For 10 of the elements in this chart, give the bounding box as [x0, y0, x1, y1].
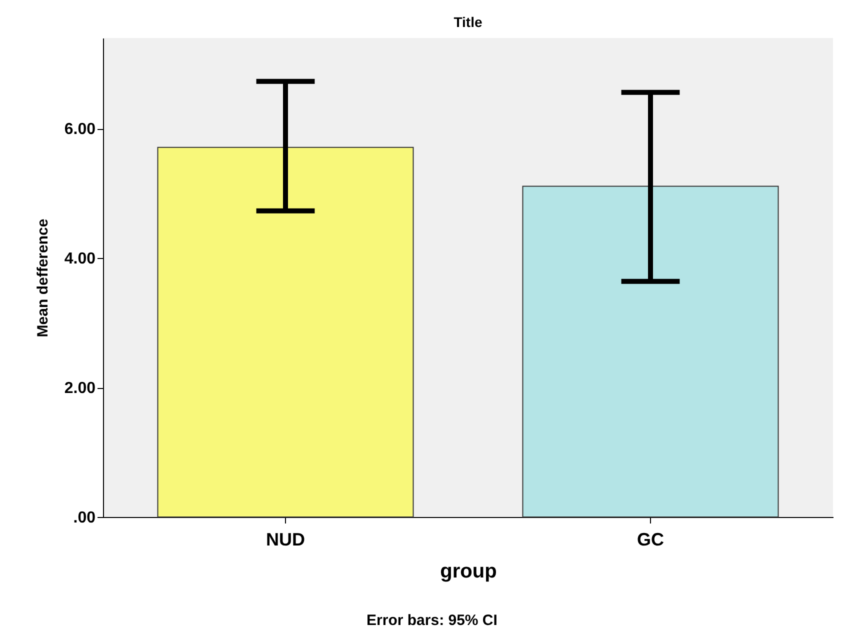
x-axis-title: group [440, 560, 497, 582]
x-tick-label: NUD [266, 530, 305, 550]
y-tick-label: 4.00 [64, 250, 96, 268]
chart-title: Title [454, 14, 482, 30]
text: Error bars: 95% CI [366, 612, 498, 629]
y-tick-label: 2.00 [64, 380, 96, 398]
y-tick-label: .00 [73, 510, 96, 526]
y-tick-label: 6.00 [64, 121, 96, 138]
x-tick-label: GC [637, 530, 664, 550]
y-axis-title: Mean defference [34, 218, 52, 338]
